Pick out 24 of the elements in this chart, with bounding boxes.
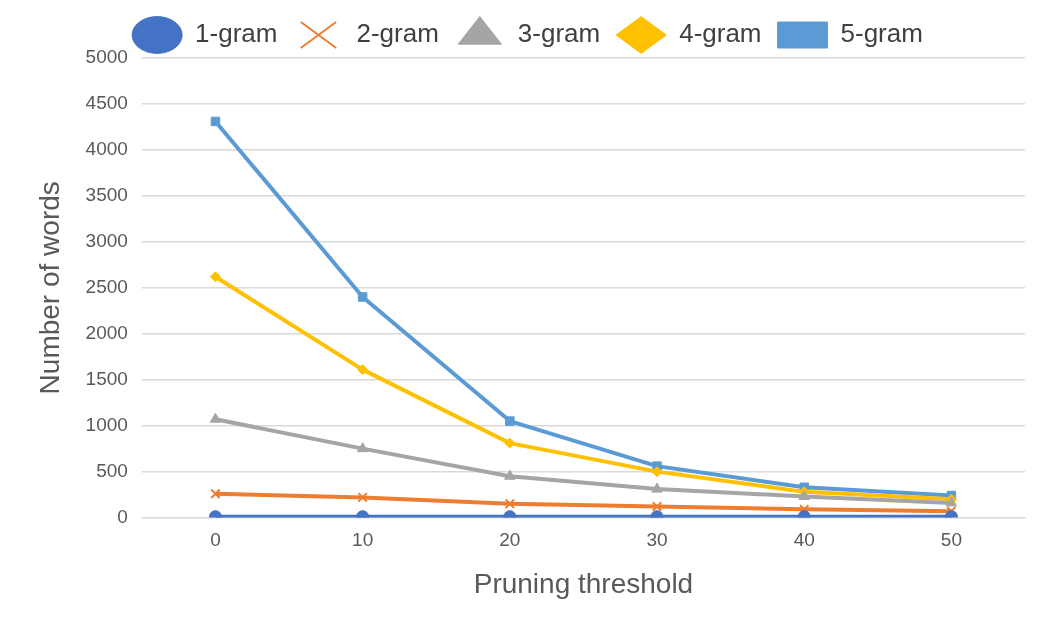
legend-label: 3-gram xyxy=(517,18,601,49)
y-tick-label: 2500 xyxy=(85,276,128,298)
y-tick-label: 4000 xyxy=(85,138,128,160)
x-tick-label: 50 xyxy=(940,529,962,551)
y-tick-label: 1500 xyxy=(85,367,128,389)
x-tick-label: 0 xyxy=(210,529,221,551)
y-tick-label: 3000 xyxy=(85,230,128,252)
y-tick-label: 0 xyxy=(117,505,128,527)
y-tick-label: 3500 xyxy=(85,184,128,206)
y-tick-label: 2000 xyxy=(85,321,128,343)
legend-label: 1-gram xyxy=(195,18,278,49)
legend-label: 5-gram xyxy=(840,18,923,49)
x-axis-title: Pruning threshold xyxy=(473,567,694,599)
x-tick-label: 30 xyxy=(646,529,668,551)
legend-label: 4-gram xyxy=(679,18,762,49)
x-tick-label: 10 xyxy=(352,529,374,551)
x-tick-label: 40 xyxy=(793,529,815,551)
y-tick-label: 4500 xyxy=(85,92,128,114)
y-tick-label: 5000 xyxy=(85,46,128,68)
legend-label: 2-gram xyxy=(356,18,439,49)
y-axis-title: Number of words xyxy=(33,181,65,395)
y-tick-label: 1000 xyxy=(85,413,128,435)
y-tick-label: 500 xyxy=(96,459,128,481)
x-tick-label: 20 xyxy=(499,529,521,551)
